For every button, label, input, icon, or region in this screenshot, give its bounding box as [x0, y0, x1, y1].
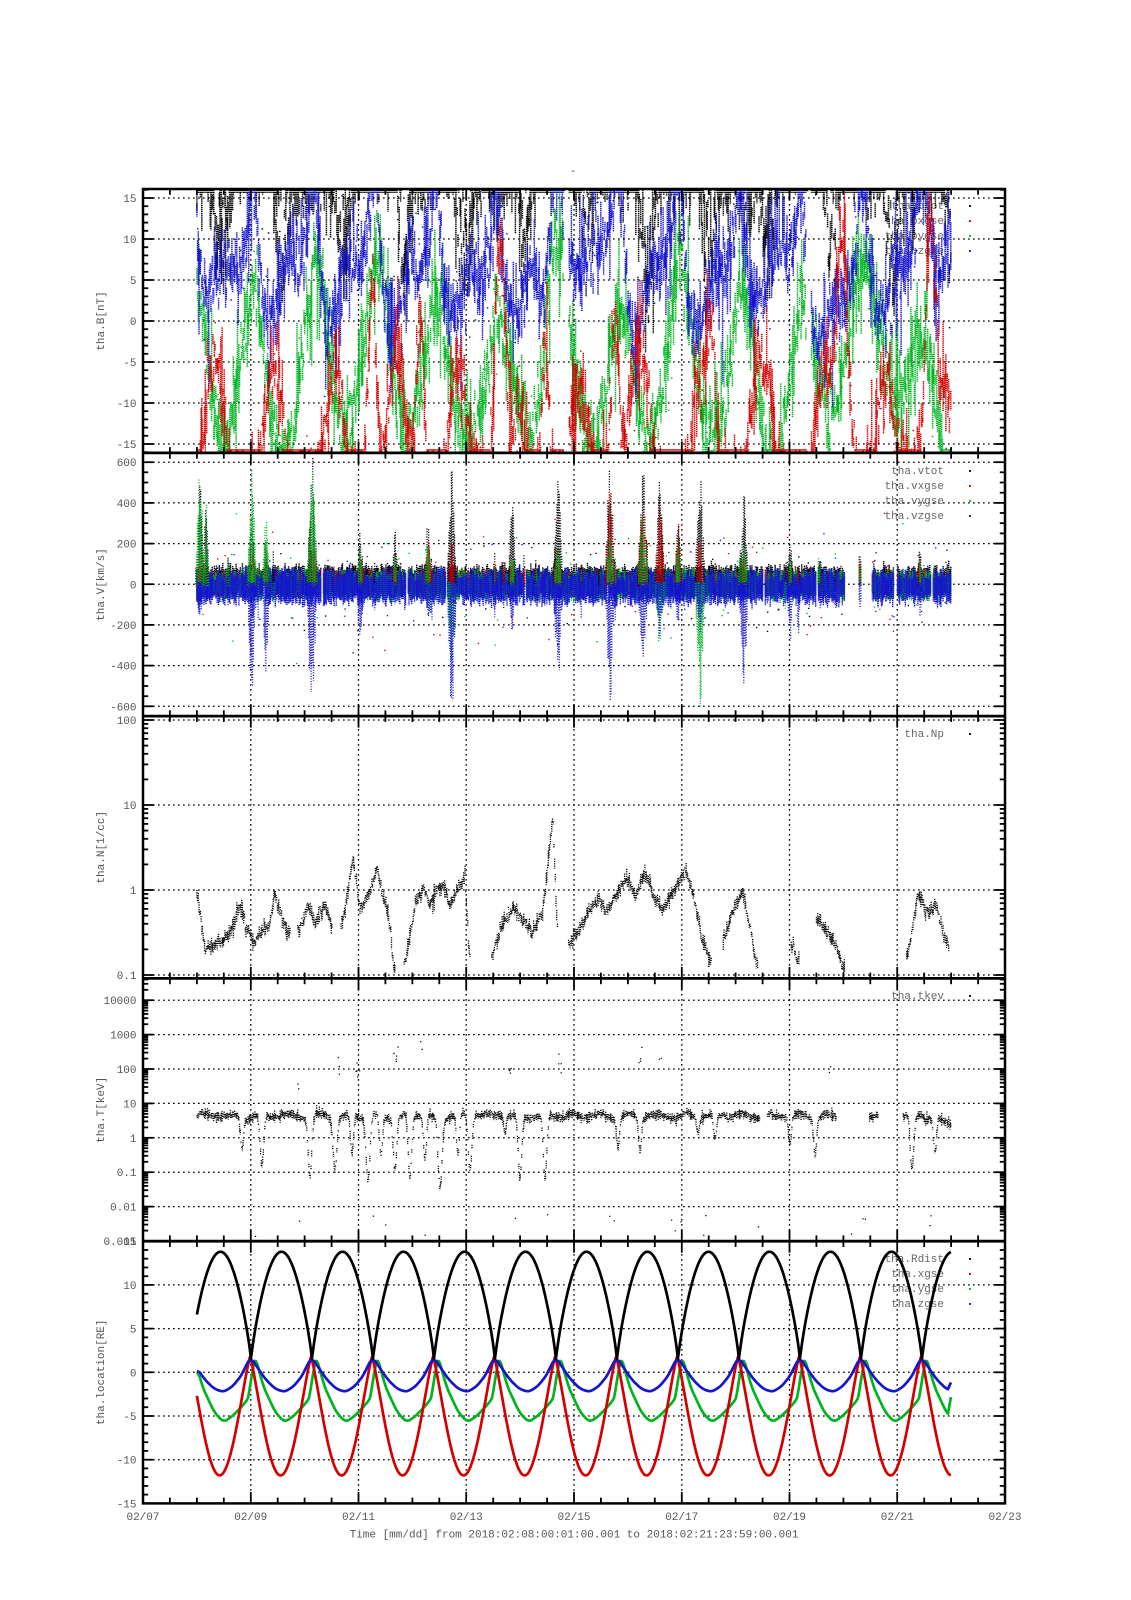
svg-text:100: 100 — [117, 1065, 137, 1077]
svg-text:10: 10 — [123, 1281, 136, 1293]
svg-text:600: 600 — [117, 458, 137, 470]
svg-text:15: 15 — [123, 194, 136, 206]
svg-text:tha.T[keV]: tha.T[keV] — [96, 1077, 108, 1143]
svg-text:02/23: 02/23 — [988, 1512, 1021, 1524]
svg-text:02/13: 02/13 — [450, 1512, 483, 1524]
svg-text:-400: -400 — [110, 662, 136, 674]
svg-text:10: 10 — [123, 235, 136, 247]
svg-text:tha.Rdist: tha.Rdist — [885, 1254, 944, 1266]
svg-text:Time [mm/dd] from 2018:02:08:: Time [mm/dd] from 2018:02:08:00:01:00.00… — [350, 1530, 799, 1542]
svg-text:02/15: 02/15 — [557, 1512, 590, 1524]
svg-text:02/21: 02/21 — [881, 1512, 914, 1524]
svg-text:02/19: 02/19 — [773, 1512, 806, 1524]
svg-text:-5: -5 — [123, 358, 136, 370]
svg-text:-15: -15 — [117, 1499, 137, 1511]
svg-text:0: 0 — [130, 317, 137, 329]
svg-text:200: 200 — [117, 540, 137, 552]
svg-text:-15: -15 — [117, 440, 137, 452]
svg-text:0: 0 — [130, 580, 137, 592]
svg-text:0.1: 0.1 — [117, 1168, 137, 1180]
svg-text:tha.location[RE]: tha.location[RE] — [96, 1319, 108, 1425]
svg-text:02/11: 02/11 — [342, 1512, 375, 1524]
svg-text:tha.tkev: tha.tkev — [891, 991, 944, 1003]
svg-text:-200: -200 — [110, 621, 136, 633]
svg-text:0.01: 0.01 — [110, 1203, 137, 1215]
svg-text:5: 5 — [130, 276, 137, 288]
svg-text:tha.zgse: tha.zgse — [891, 1299, 944, 1311]
svg-text:-10: -10 — [117, 1456, 137, 1468]
svg-text:02/09: 02/09 — [234, 1512, 267, 1524]
svg-text:15: 15 — [123, 1237, 136, 1249]
svg-text:1: 1 — [130, 886, 137, 898]
svg-text:10: 10 — [123, 1099, 136, 1111]
svg-text:02/17: 02/17 — [665, 1512, 698, 1524]
svg-text:400: 400 — [117, 499, 137, 511]
svg-text:10000: 10000 — [103, 996, 136, 1008]
svg-text:tha.N[1/cc]: tha.N[1/cc] — [96, 811, 108, 884]
svg-text:-10: -10 — [117, 399, 137, 411]
svg-text:tha.vtot: tha.vtot — [891, 466, 944, 478]
svg-text:-5: -5 — [123, 1412, 136, 1424]
svg-text:0.1: 0.1 — [117, 971, 137, 983]
svg-text:-: - — [570, 166, 577, 178]
svg-text:tha.B[nT]: tha.B[nT] — [96, 291, 108, 350]
svg-text:tha.vzgse: tha.vzgse — [885, 511, 944, 523]
svg-text:02/07: 02/07 — [126, 1512, 159, 1524]
svg-text:0: 0 — [130, 1368, 137, 1380]
svg-text:1: 1 — [130, 1134, 137, 1146]
svg-text:tha.ygse: tha.ygse — [891, 1284, 944, 1296]
svg-text:tha.Np: tha.Np — [904, 729, 944, 741]
svg-text:1000: 1000 — [110, 1031, 136, 1043]
svg-text:10: 10 — [123, 801, 136, 813]
svg-text:tha.vxgse: tha.vxgse — [885, 481, 944, 493]
svg-text:100: 100 — [117, 716, 137, 728]
svg-text:0.001: 0.001 — [103, 1237, 136, 1249]
svg-text:-600: -600 — [110, 702, 136, 714]
svg-text:tha.V[km/s]: tha.V[km/s] — [96, 548, 108, 621]
svg-text:5: 5 — [130, 1325, 137, 1337]
svg-text:tha.vygse: tha.vygse — [885, 496, 944, 508]
